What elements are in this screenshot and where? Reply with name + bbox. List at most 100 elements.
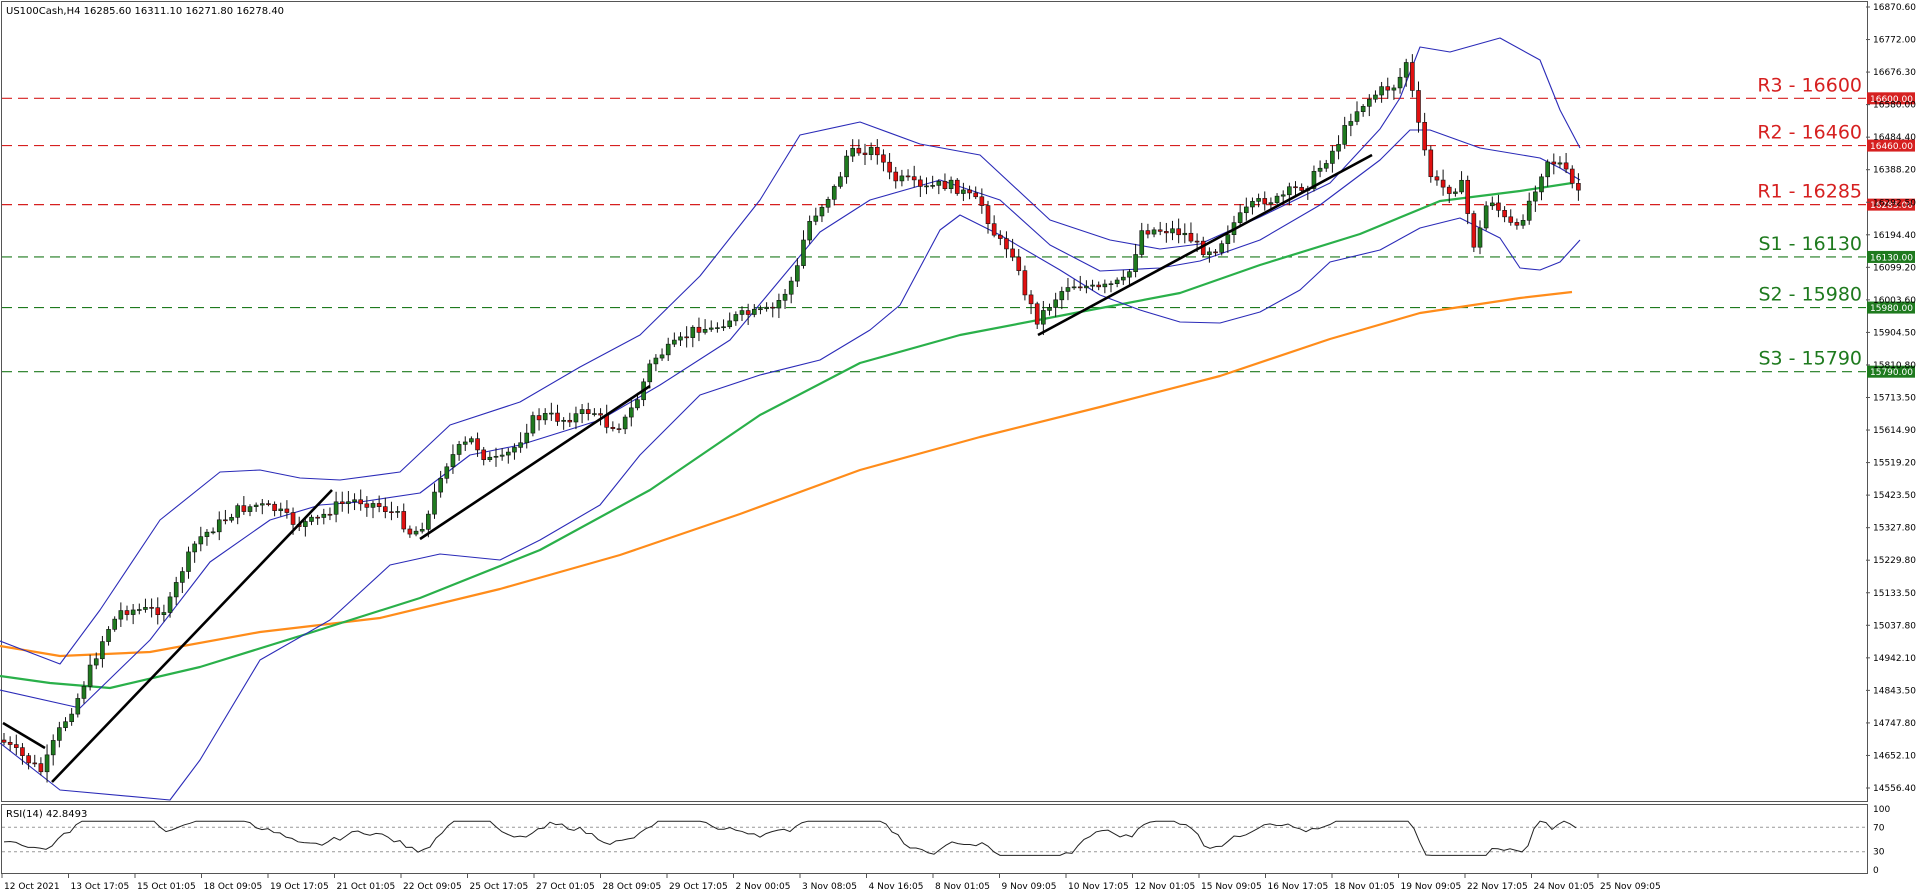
candle-bull (1323, 163, 1329, 169)
time-tick-label: 22 Nov 17:05 (1467, 882, 1528, 892)
candle-bear (610, 427, 616, 429)
price-tick-label: 15327.80 (1873, 524, 1916, 534)
candle-bull (512, 447, 517, 453)
candle-bull (1139, 230, 1145, 255)
candle-bull (782, 293, 788, 301)
price-tick-label: 16099.20 (1873, 263, 1916, 273)
candle-bull (1047, 307, 1052, 311)
candle-bear (1465, 179, 1470, 214)
candle-bear (862, 152, 868, 155)
candle-bear (1077, 286, 1083, 289)
candle-bull (788, 280, 794, 295)
candle-bear (284, 508, 290, 513)
candle-bear (1034, 303, 1040, 325)
candle-bear (389, 511, 394, 513)
candle-bear (536, 415, 542, 421)
candle-bear (1028, 294, 1034, 305)
time-tick-label: 29 Oct 17:05 (669, 882, 728, 892)
candle-bull (1557, 162, 1563, 165)
time-tick-label: 18 Nov 01:05 (1334, 882, 1395, 892)
price-tick-label: 16580.00 (1873, 101, 1916, 111)
price-panel-frame (1, 1, 1868, 802)
candle-bull (665, 343, 671, 356)
level-label: S1 - 16130 (1758, 233, 1862, 255)
price-tick-label: 16484.40 (1873, 133, 1916, 143)
candle-bull (1373, 94, 1378, 100)
candle-bull (253, 504, 259, 507)
candle-bull (204, 531, 210, 537)
candle-bull (936, 181, 942, 186)
candle-bear (14, 744, 19, 748)
candle-bull (57, 727, 62, 741)
candle-bull (1133, 254, 1138, 272)
candle-bull (180, 571, 185, 583)
candle-bull (259, 503, 265, 506)
candle-bull (524, 432, 530, 444)
time-tick-label: 25 Oct 17:05 (470, 882, 529, 892)
price-tick-label: 15519.20 (1873, 459, 1916, 469)
candle-bull (708, 327, 714, 330)
candle-bull (825, 199, 831, 208)
candle-bull (801, 239, 806, 266)
time-tick-label: 19 Oct 17:05 (270, 882, 329, 892)
candle-bear (1496, 202, 1501, 211)
candle-bull (1336, 144, 1341, 152)
time-tick-label: 3 Nov 08:05 (802, 882, 857, 892)
rsi-panel-frame (1, 804, 1868, 874)
candle-bear (38, 763, 44, 773)
price-tick-label: 14942.10 (1873, 654, 1916, 664)
candle-bear (266, 503, 271, 505)
candle-bear (1164, 231, 1169, 234)
candle-bull (715, 327, 720, 329)
candle-bear (1576, 183, 1581, 191)
candle-bull (1102, 283, 1108, 288)
candle-bear (32, 762, 38, 765)
price-tick-label: 16388.20 (1873, 166, 1916, 176)
candle-bear (1299, 187, 1304, 191)
candle-bull (1490, 202, 1495, 207)
candle-bull (930, 185, 935, 187)
candle-bull (106, 629, 111, 642)
candle-bull (807, 221, 812, 241)
candle-bear (407, 528, 413, 535)
candle-bear (985, 205, 991, 224)
candle-bull (444, 466, 450, 479)
candle-bull (303, 521, 308, 527)
candle-bear (1471, 213, 1477, 248)
price-tick-label: 14652.10 (1873, 751, 1916, 761)
price-tick-label: 16292.50 (1873, 198, 1916, 208)
candle-bull (592, 413, 597, 415)
price-tick-label: 15229.80 (1873, 556, 1916, 566)
candle-bull (93, 658, 99, 666)
candle-bull (413, 530, 419, 535)
candle-bear (1446, 186, 1452, 194)
candle-bear (382, 506, 388, 512)
candle-bull (702, 329, 708, 333)
candle-bear (967, 189, 972, 194)
candle-bear (1422, 121, 1427, 151)
candle-bull (1274, 195, 1280, 203)
candle-bull (1477, 227, 1483, 248)
candle-bull (370, 503, 376, 508)
candle-bull (44, 754, 50, 773)
time-tick-label: 18 Oct 09:05 (204, 882, 263, 892)
rsi-tick-label: 70 (1873, 823, 1885, 833)
price-tick-label: 14843.50 (1873, 686, 1916, 696)
candle-bull (1108, 283, 1114, 286)
candle-bear (327, 513, 333, 516)
candle-bull (63, 721, 68, 728)
candle-bear (315, 516, 320, 519)
level-price-tag-text: 16600.00 (1870, 95, 1913, 105)
candle-bear (745, 310, 751, 315)
candle-bull (1219, 243, 1224, 253)
candle-bear (339, 501, 345, 504)
price-tick-label: 16870.60 (1873, 3, 1916, 13)
candle-bear (358, 499, 364, 505)
candle-bear (979, 196, 985, 206)
candle-bull (210, 531, 216, 534)
candle-bear (26, 755, 31, 764)
candle-bull (1317, 167, 1323, 172)
candle-bull (487, 456, 493, 461)
time-tick-label: 15 Nov 09:05 (1201, 882, 1262, 892)
